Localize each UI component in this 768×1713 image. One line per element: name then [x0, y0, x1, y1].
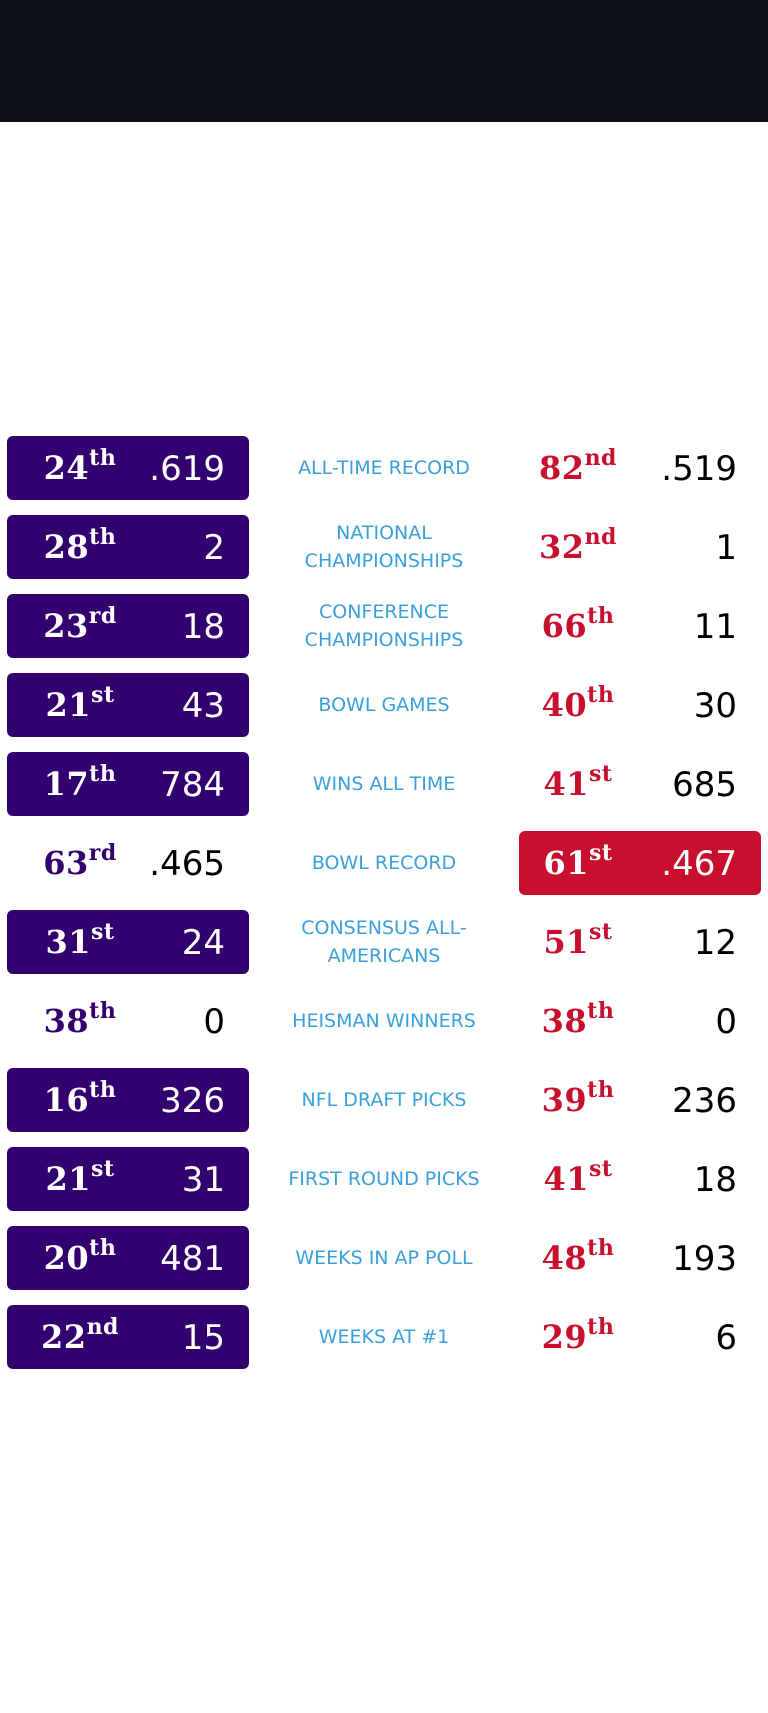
comparison-table: 24th .619 ALL-TIME RECORD 82nd .519 28th…: [0, 436, 768, 1384]
comparison-row: 24th .619 ALL-TIME RECORD 82nd .519: [0, 436, 768, 515]
team-a-cell: 63rd .465: [7, 831, 249, 895]
team-a-value: 24: [181, 923, 225, 963]
team-a-cell: 22nd 15: [7, 1305, 249, 1369]
team-a-value: .465: [149, 844, 225, 884]
stat-label: CONSENSUS ALL-AMERICANS: [301, 917, 467, 967]
comparison-row: 31st 24 CONSENSUS ALL-AMERICANS 51st 12: [0, 910, 768, 989]
stat-label: WEEKS IN AP POLL: [295, 1247, 473, 1269]
comparison-row: 63rd .465 BOWL RECORD 61st .467: [0, 831, 768, 910]
team-a-cell: 16th 326: [7, 1068, 249, 1132]
team-a-rank: 17th: [43, 761, 117, 803]
team-b-rank: 38th: [541, 998, 615, 1040]
team-a-cell: 17th 784: [7, 752, 249, 816]
stat-label: ALL-TIME RECORD: [298, 457, 470, 479]
stat-label: NATIONAL CHAMPIONSHIPS: [304, 522, 464, 572]
comparison-row: 21st 31 FIRST ROUND PICKS 41st 18: [0, 1147, 768, 1226]
team-b-rank: 39th: [541, 1077, 615, 1119]
team-b-value: 18: [693, 1160, 737, 1200]
comparison-row: 28th 2 NATIONAL CHAMPIONSHIPS 32nd 1: [0, 515, 768, 594]
stat-label: CONFERENCE CHAMPIONSHIPS: [304, 601, 464, 651]
team-a-value: 18: [181, 607, 225, 647]
comparison-row: 23rd 18 CONFERENCE CHAMPIONSHIPS 66th 11: [0, 594, 768, 673]
team-a-rank: 21st: [45, 682, 115, 724]
team-b-cell: 41st 685: [519, 752, 761, 816]
team-b-rank: 61st: [543, 840, 613, 882]
team-b-value: 685: [672, 765, 737, 805]
team-a-rank: 38th: [43, 998, 117, 1040]
team-b-rank: 51st: [543, 919, 613, 961]
comparison-row: 20th 481 WEEKS IN AP POLL 48th 193: [0, 1226, 768, 1305]
stat-label: NFL DRAFT PICKS: [301, 1089, 467, 1111]
team-b-value: .467: [661, 844, 737, 884]
team-b-value: 236: [672, 1081, 737, 1121]
stat-label: WEEKS AT #1: [318, 1326, 450, 1348]
team-a-value: 0: [203, 1002, 225, 1042]
team-a-rank: 22nd: [41, 1314, 119, 1356]
team-a-cell: 20th 481: [7, 1226, 249, 1290]
team-a-value: 43: [181, 686, 225, 726]
team-b-cell: 41st 18: [519, 1147, 761, 1211]
team-b-cell: 40th 30: [519, 673, 761, 737]
team-a-cell: 21st 43: [7, 673, 249, 737]
team-a-cell: 21st 31: [7, 1147, 249, 1211]
team-b-cell: 38th 0: [519, 989, 761, 1053]
team-a-cell: 23rd 18: [7, 594, 249, 658]
team-a-value: .619: [149, 449, 225, 489]
top-header-bar: [0, 0, 768, 122]
team-a-rank: 16th: [43, 1077, 117, 1119]
team-b-value: 6: [715, 1318, 737, 1358]
team-b-rank: 41st: [543, 761, 613, 803]
team-b-value: 12: [693, 923, 737, 963]
stat-label: BOWL GAMES: [318, 694, 450, 716]
stat-label: FIRST ROUND PICKS: [288, 1168, 480, 1190]
stat-label: BOWL RECORD: [311, 852, 457, 874]
team-b-cell: 48th 193: [519, 1226, 761, 1290]
team-a-cell: 38th 0: [7, 989, 249, 1053]
team-a-cell: 31st 24: [7, 910, 249, 974]
team-b-rank: 40th: [541, 682, 615, 724]
team-b-rank: 82nd: [539, 445, 617, 487]
team-b-rank: 48th: [541, 1235, 615, 1277]
team-b-cell: 39th 236: [519, 1068, 761, 1132]
comparison-row: 16th 326 NFL DRAFT PICKS 39th 236: [0, 1068, 768, 1147]
team-a-rank: 23rd: [43, 603, 117, 645]
team-b-rank: 41st: [543, 1156, 613, 1198]
team-a-value: 31: [181, 1160, 225, 1200]
comparison-row: 22nd 15 WEEKS AT #1 29th 6: [0, 1305, 768, 1384]
team-a-rank: 28th: [43, 524, 117, 566]
team-b-value: 1: [715, 528, 737, 568]
team-a-value: 15: [181, 1318, 225, 1358]
team-a-rank: 31st: [45, 919, 115, 961]
team-a-rank: 20th: [43, 1235, 117, 1277]
team-b-rank: 66th: [541, 603, 615, 645]
stat-label: WINS ALL TIME: [312, 773, 456, 795]
team-b-rank: 29th: [541, 1314, 615, 1356]
team-b-cell: 32nd 1: [519, 515, 761, 579]
team-a-cell: 24th .619: [7, 436, 249, 500]
team-b-value: 11: [693, 607, 737, 647]
team-a-value: 2: [203, 528, 225, 568]
team-a-value: 481: [160, 1239, 225, 1279]
comparison-row: 21st 43 BOWL GAMES 40th 30: [0, 673, 768, 752]
team-b-cell: 61st .467: [519, 831, 761, 895]
comparison-row: 38th 0 HEISMAN WINNERS 38th 0: [0, 989, 768, 1068]
team-b-rank: 32nd: [539, 524, 617, 566]
team-a-rank: 21st: [45, 1156, 115, 1198]
team-a-rank: 24th: [43, 445, 117, 487]
team-b-cell: 66th 11: [519, 594, 761, 658]
stat-label: HEISMAN WINNERS: [292, 1010, 476, 1032]
team-b-value: 0: [715, 1002, 737, 1042]
team-a-rank: 63rd: [43, 840, 117, 882]
team-b-cell: 29th 6: [519, 1305, 761, 1369]
team-b-cell: 51st 12: [519, 910, 761, 974]
team-a-cell: 28th 2: [7, 515, 249, 579]
team-b-value: .519: [661, 449, 737, 489]
team-a-value: 784: [160, 765, 225, 805]
team-b-value: 30: [693, 686, 737, 726]
team-b-cell: 82nd .519: [519, 436, 761, 500]
team-b-value: 193: [672, 1239, 737, 1279]
team-a-value: 326: [160, 1081, 225, 1121]
comparison-row: 17th 784 WINS ALL TIME 41st 685: [0, 752, 768, 831]
